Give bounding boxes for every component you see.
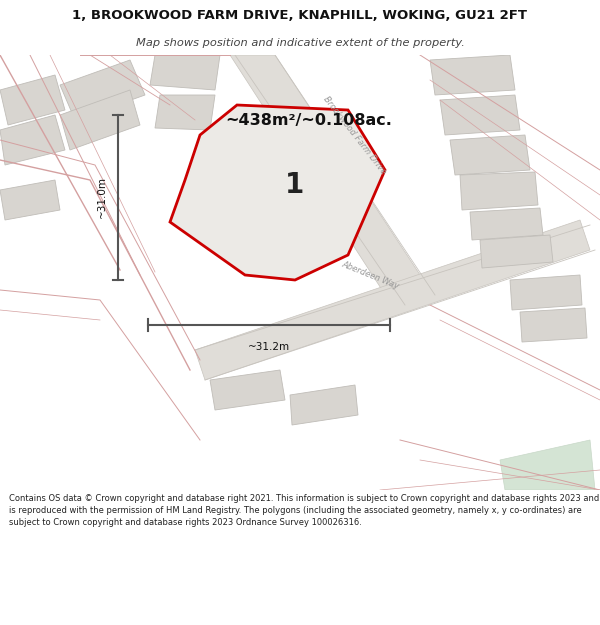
Polygon shape <box>215 160 320 232</box>
Polygon shape <box>290 385 358 425</box>
Polygon shape <box>500 440 595 490</box>
Polygon shape <box>0 180 60 220</box>
Polygon shape <box>440 95 520 135</box>
Polygon shape <box>210 370 285 410</box>
Text: 1, BROOKWOOD FARM DRIVE, KNAPHILL, WOKING, GU21 2FT: 1, BROOKWOOD FARM DRIVE, KNAPHILL, WOKIN… <box>73 9 527 22</box>
Polygon shape <box>430 55 515 95</box>
Polygon shape <box>470 208 543 240</box>
Text: Brookwood Farm Drive: Brookwood Farm Drive <box>322 94 388 176</box>
Polygon shape <box>520 308 587 342</box>
Text: Contains OS data © Crown copyright and database right 2021. This information is : Contains OS data © Crown copyright and d… <box>9 494 599 527</box>
Polygon shape <box>0 115 65 165</box>
Polygon shape <box>155 95 215 130</box>
Polygon shape <box>170 105 385 280</box>
Text: ~31.2m: ~31.2m <box>248 342 290 352</box>
Polygon shape <box>195 220 590 380</box>
Polygon shape <box>450 135 530 175</box>
Text: Aberdeen Way: Aberdeen Way <box>340 259 400 291</box>
Polygon shape <box>0 75 65 125</box>
Polygon shape <box>150 55 220 90</box>
Polygon shape <box>480 235 553 268</box>
Text: ~438m²/~0.108ac.: ~438m²/~0.108ac. <box>225 112 392 128</box>
Polygon shape <box>230 55 430 310</box>
Text: Map shows position and indicative extent of the property.: Map shows position and indicative extent… <box>136 38 464 48</box>
Polygon shape <box>60 90 140 150</box>
Text: 1: 1 <box>286 171 305 199</box>
Text: ~31.0m: ~31.0m <box>97 176 107 219</box>
Polygon shape <box>60 60 145 120</box>
Polygon shape <box>510 275 582 310</box>
Polygon shape <box>460 172 538 210</box>
